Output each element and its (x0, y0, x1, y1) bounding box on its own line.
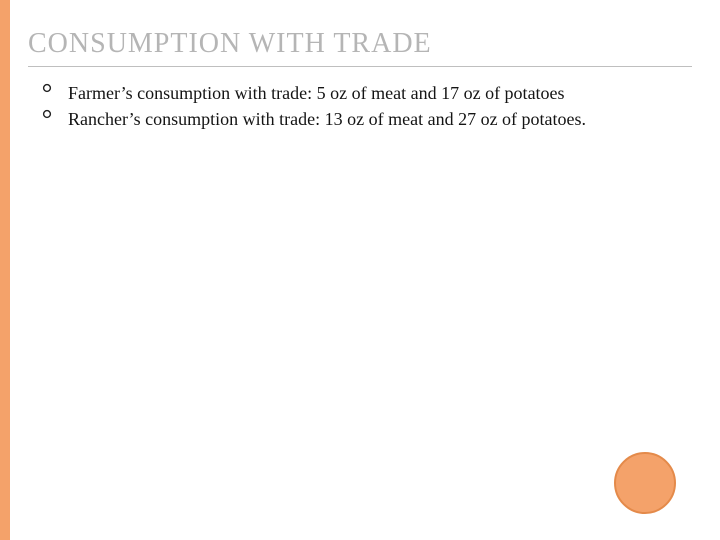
accent-circle (614, 452, 676, 514)
bullet-text: Rancher’s consumption with trade: 13 oz … (68, 109, 586, 129)
slide: CONSUMPTION WITH TRADE Farmer’s consumpt… (0, 0, 720, 540)
bullet-icon (42, 83, 52, 93)
list-item: Farmer’s consumption with trade: 5 oz of… (42, 81, 664, 105)
bullet-icon (42, 109, 52, 119)
accent-left-border (0, 0, 10, 540)
content-area: Farmer’s consumption with trade: 5 oz of… (28, 67, 692, 131)
bullet-text: Farmer’s consumption with trade: 5 oz of… (68, 83, 565, 103)
bullet-list: Farmer’s consumption with trade: 5 oz of… (42, 81, 664, 131)
list-item: Rancher’s consumption with trade: 13 oz … (42, 107, 664, 131)
slide-title: CONSUMPTION WITH TRADE (28, 28, 692, 60)
